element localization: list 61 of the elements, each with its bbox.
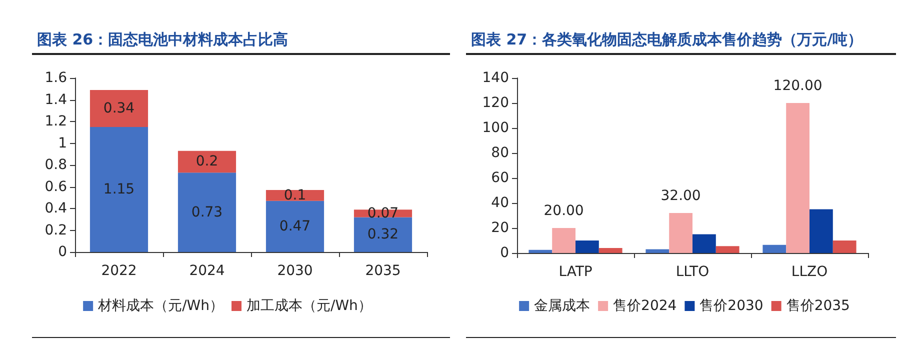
y-tick-label: 0 (58, 244, 67, 260)
y-tick-label: 0 (500, 245, 509, 261)
bar (178, 172, 236, 252)
y-tick-label: 0.4 (44, 200, 68, 216)
data-label: 120.00 (773, 78, 822, 94)
legend-label: 售价2024 (613, 298, 677, 314)
y-tick-label: 40 (491, 195, 509, 211)
data-label: 0.32 (367, 226, 399, 243)
y-tick-label: 1.6 (44, 70, 68, 86)
y-tick-label: 0.2 (44, 222, 67, 238)
bar (552, 228, 576, 253)
y-tick-label: 80 (491, 145, 509, 161)
bar (178, 150, 236, 173)
y-tick-label: 0.6 (44, 178, 68, 195)
legend-label: 售价2035 (786, 298, 850, 314)
data-label: 0.1 (284, 187, 306, 204)
chart-title: 图表 26：固态电池中材料成本占比高 (37, 30, 288, 48)
y-tick-label: 140 (482, 70, 509, 86)
x-tick-label: LLZO (791, 264, 828, 280)
legend-label: 金属成本 (534, 298, 590, 314)
y-tick-label: 20 (491, 220, 509, 236)
x-tick-label: LATP (558, 264, 592, 280)
y-tick-label: 120 (482, 95, 509, 111)
y-tick-label: 0.8 (44, 157, 67, 173)
bar (576, 240, 599, 253)
y-tick-label: 1.2 (44, 114, 67, 130)
bar (716, 246, 740, 253)
bar (598, 248, 622, 253)
y-tick-label: 1 (58, 135, 67, 152)
x-tick-label: 2030 (277, 263, 313, 279)
y-tick-label: 1.4 (44, 92, 68, 108)
bar (832, 240, 856, 253)
data-label: 0.34 (103, 100, 135, 116)
bar (528, 250, 552, 253)
data-label: 1.15 (103, 181, 135, 198)
bar (354, 217, 412, 252)
legend-label: 材料成本（元/Wh） (97, 298, 224, 314)
bar (762, 244, 786, 253)
legend-label: 售价2030 (700, 298, 764, 314)
data-label: 32.00 (660, 188, 701, 204)
chart-title: 图表 27：各类氧化物固态电解质成本售价趋势（万元/吨） (471, 30, 863, 48)
data-label: 0.07 (367, 205, 399, 222)
y-tick-label: 60 (491, 170, 509, 186)
data-label: 0.47 (279, 218, 311, 234)
data-label: 0.73 (191, 204, 223, 220)
x-tick-label: LLTO (676, 264, 710, 280)
y-tick-label: 100 (482, 120, 509, 136)
bar (646, 249, 670, 253)
bar (692, 234, 716, 253)
x-tick-label: 2035 (365, 263, 401, 279)
legend-label: 加工成本（元/Wh） (246, 298, 372, 314)
bar (266, 200, 324, 252)
bar (90, 90, 148, 127)
x-tick-label: 2024 (189, 263, 225, 279)
bar (786, 103, 810, 253)
data-label: 0.2 (196, 154, 218, 170)
data-label: 20.00 (544, 203, 584, 219)
bar (90, 126, 148, 252)
x-tick-label: 2022 (101, 263, 137, 279)
bar (669, 213, 692, 253)
bar (810, 209, 833, 253)
